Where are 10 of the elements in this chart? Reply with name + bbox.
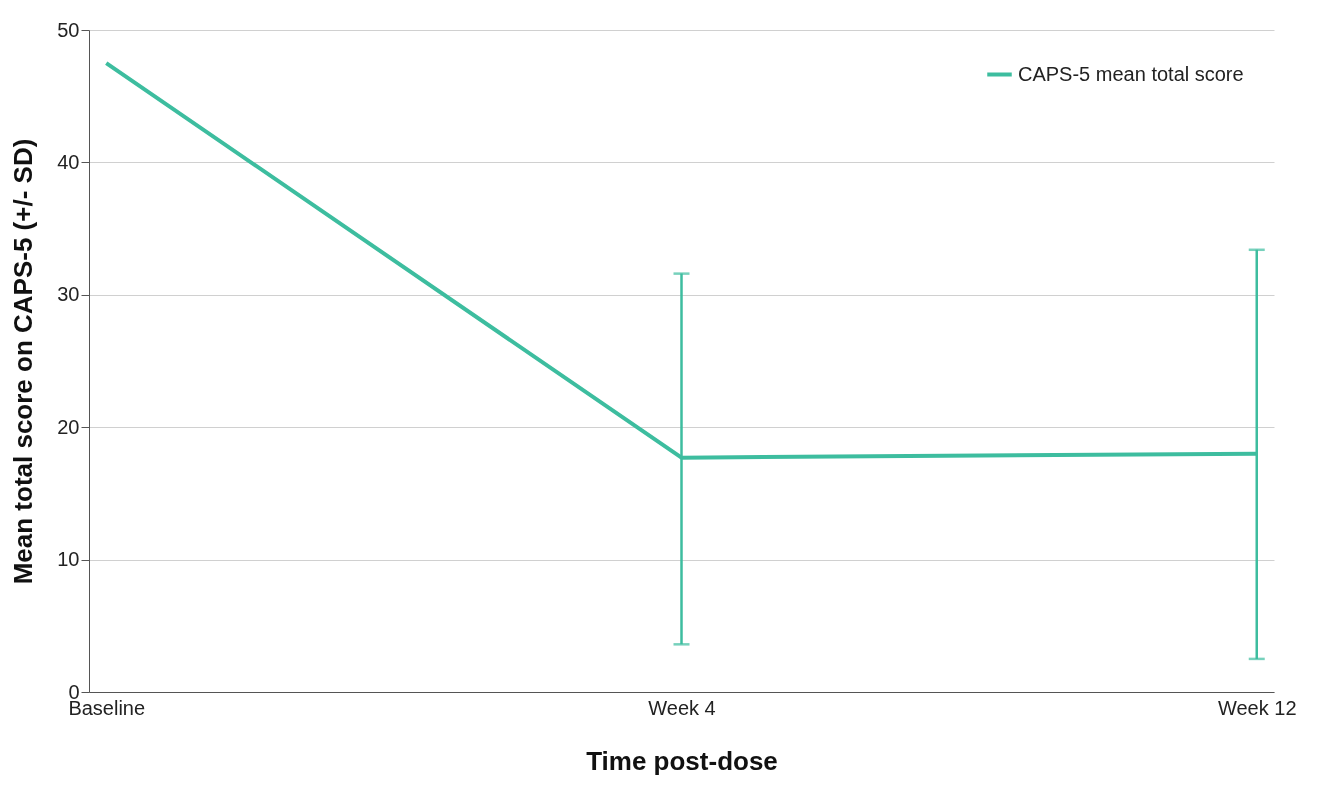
y-axis-title: Mean total score on CAPS-5 (+/- SD) (8, 138, 39, 585)
y-tick-label: 40 (57, 150, 80, 173)
y-tick-label: 20 (57, 415, 80, 438)
x-axis-title: Time post-dose (586, 745, 778, 776)
y-tick-label: 30 (57, 283, 80, 306)
x-tick-label: Week 12 (1217, 696, 1297, 719)
y-tick-label: 50 (57, 18, 80, 41)
legend-label: CAPS-5 mean total score (1018, 62, 1244, 85)
y-tick-label: 10 (57, 548, 80, 571)
x-tick-label: Week 4 (648, 696, 716, 719)
